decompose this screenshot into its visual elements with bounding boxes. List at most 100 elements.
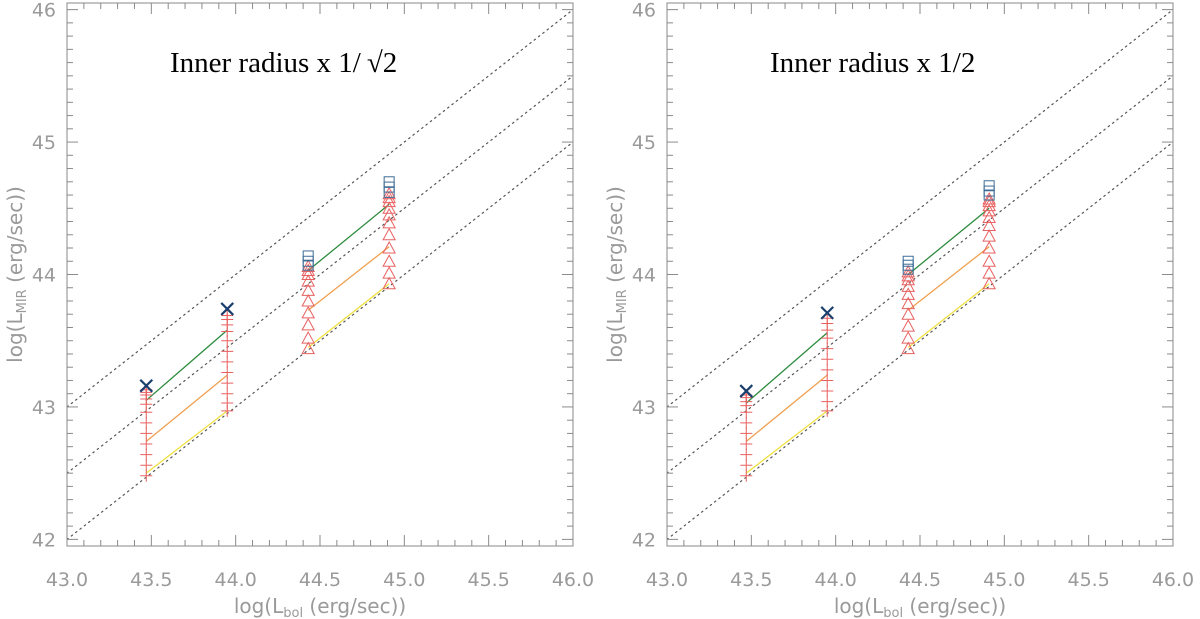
triangle-marker (901, 264, 916, 278)
plus-marker (821, 385, 834, 398)
plus-marker (740, 427, 753, 440)
fit-line-segment (145, 329, 228, 401)
y-axis-title-sub: MIR (15, 289, 30, 313)
plot-title-sqrt: √2 (367, 47, 397, 79)
plus-marker (821, 374, 834, 387)
x-axis-title-suffix: (erg/sec)) (903, 594, 1006, 618)
fit-line-segment (307, 246, 390, 311)
plus-marker (140, 438, 153, 451)
green-fit (745, 207, 990, 404)
plus-marker (740, 448, 753, 461)
plot-title: Inner radius x 1/2 (770, 47, 975, 79)
reference-line (667, 141, 1173, 540)
x-tick-label: 44.5 (899, 569, 941, 591)
plot-frame (666, 2, 1174, 547)
triangle-marker (901, 268, 916, 282)
y-tick-label: 43 (32, 397, 56, 419)
y-axis-title-prefix: log(L (603, 313, 627, 363)
plus-marker (740, 469, 753, 482)
triangle-markers (301, 186, 396, 355)
square-markers (902, 180, 995, 275)
yellow-fit (745, 283, 990, 474)
square-marker (902, 255, 914, 267)
y-tick-label: 46 (32, 0, 56, 22)
triangle-marker (382, 227, 396, 241)
plus-marker (740, 438, 753, 451)
triangle-marker (382, 194, 396, 208)
fit-line-segment (907, 246, 990, 311)
plus-markers (140, 309, 234, 482)
x-tick-label: 45.5 (468, 569, 510, 591)
triangle-marker (901, 296, 916, 310)
reference-line (67, 75, 573, 474)
plus-marker (221, 366, 234, 379)
triangle-marker (382, 266, 396, 279)
triangle-marker (382, 276, 396, 290)
cross-marker (739, 384, 754, 398)
y-axis-title-suffix: (erg/sec)) (603, 186, 627, 289)
triangle-marker (301, 317, 316, 331)
fit-line-segment (745, 374, 828, 442)
y-axis-title: log(LMIR (erg/sec)) (603, 186, 630, 363)
fit-line-segment (907, 283, 990, 348)
square-marker (983, 180, 995, 192)
cross-marker (820, 306, 835, 320)
y-tick-label: 42 (32, 529, 56, 551)
x-axis-title-prefix: log(L (834, 594, 884, 618)
y-axis-title: log(LMIR (erg/sec)) (3, 186, 30, 363)
plus-marker (821, 395, 834, 408)
x-tick-label: 44.5 (299, 569, 341, 591)
y-tick-label: 42 (632, 529, 656, 551)
y-tick-label: 44 (32, 265, 56, 287)
cross-marker (139, 378, 154, 393)
reference-lines (667, 9, 1173, 540)
triangle-marker (982, 198, 996, 212)
square-marker (383, 176, 395, 188)
triangle-marker (382, 201, 396, 214)
cross-markers (739, 306, 835, 398)
x-tick-label: 43.5 (130, 569, 172, 591)
x-tick-label: 46.0 (1152, 569, 1194, 591)
plus-marker (221, 377, 234, 390)
plus-marker (140, 416, 153, 429)
x-tick-label: 44.0 (815, 569, 857, 591)
triangle-marker (982, 194, 996, 208)
fit-line-segment (145, 410, 228, 474)
plus-marker (221, 309, 234, 322)
plus-marker (140, 459, 153, 472)
plus-markers (740, 312, 834, 482)
x-tick-label: 46.0 (552, 569, 594, 591)
triangle-marker (901, 307, 916, 320)
triangle-marker (982, 229, 996, 242)
reference-lines (67, 9, 573, 540)
plus-marker (821, 342, 834, 355)
square-marker (302, 250, 314, 262)
plus-marker (221, 387, 234, 400)
triangle-marker (301, 283, 316, 296)
x-tick-label: 43.5 (730, 569, 772, 591)
triangle-marker (382, 215, 396, 229)
triangle-marker (901, 319, 916, 332)
x-axis-title: log(Lbol (erg/sec)) (234, 594, 406, 619)
plus-marker (821, 363, 834, 376)
triangle-marker (901, 272, 916, 286)
y-tick-label: 44 (632, 265, 656, 287)
triangle-marker (382, 207, 396, 221)
x-axis-title: log(Lbol (erg/sec)) (834, 594, 1006, 619)
x-tick-label: 45.0 (983, 569, 1025, 591)
plus-marker (140, 448, 153, 461)
triangle-marker (382, 254, 396, 267)
plus-marker (821, 353, 834, 366)
yellow-fit (145, 283, 390, 474)
fit-line-segment (745, 332, 828, 404)
y-axis-title-prefix: log(L (3, 313, 27, 363)
plus-marker (221, 355, 234, 368)
plus-marker (140, 427, 153, 440)
fit-line-segment (307, 203, 390, 272)
cross-markers (139, 302, 235, 393)
triangle-marker (301, 331, 316, 344)
orange-fit (745, 246, 990, 442)
plot-frame (66, 2, 574, 547)
triangle-marker (301, 293, 316, 307)
triangle-marker (982, 218, 996, 231)
